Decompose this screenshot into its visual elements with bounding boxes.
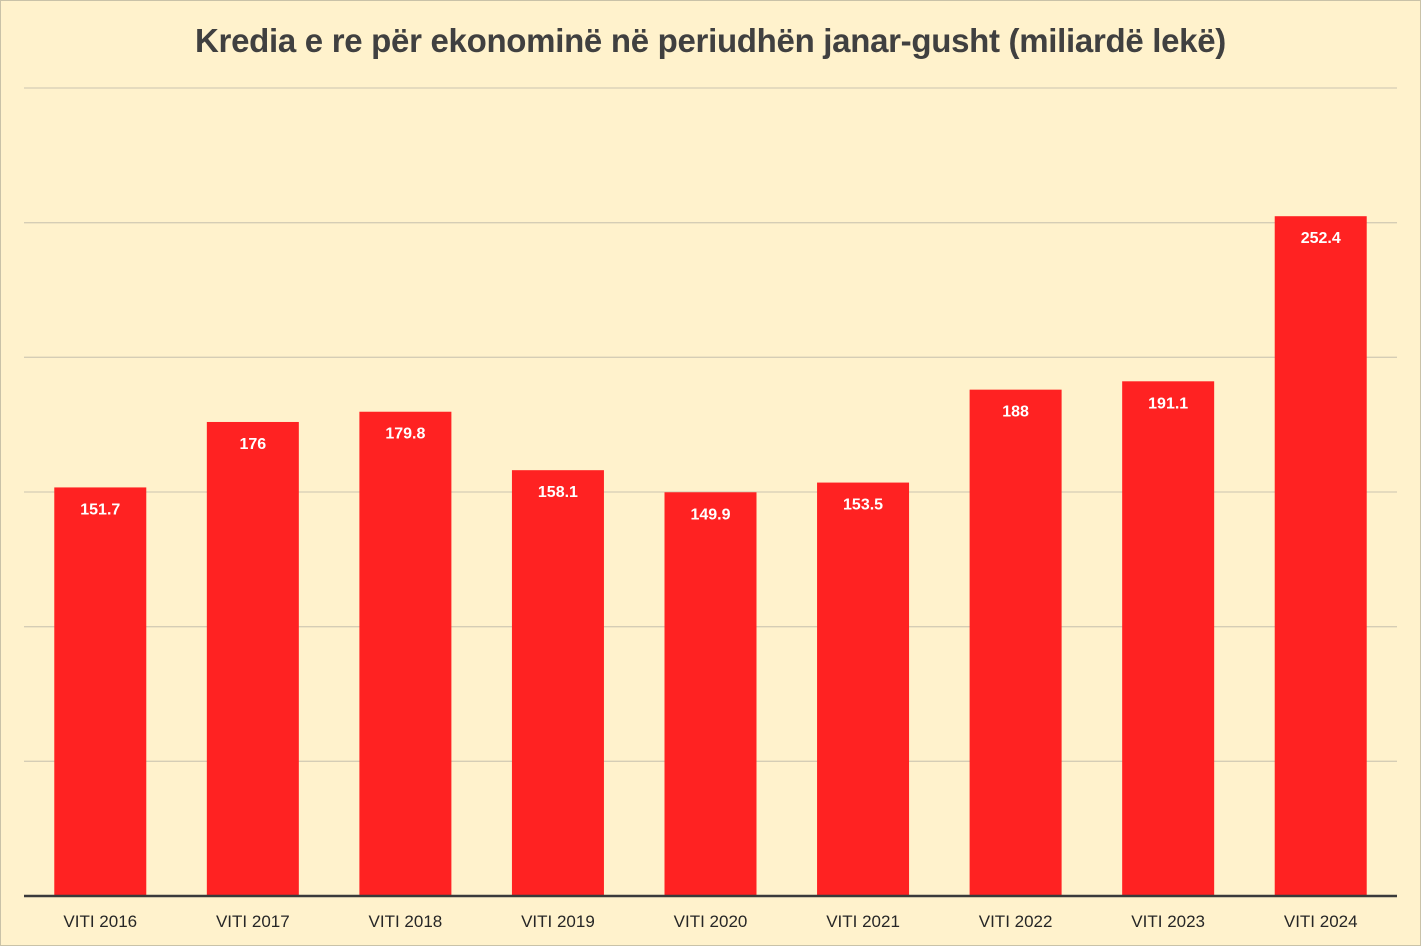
x-tick-label: VITI 2017 bbox=[216, 912, 290, 931]
x-tick-labels: VITI 2016 VITI 2017 VITI 2018 VITI 2019 VITI… bbox=[63, 912, 1357, 931]
data-label: 151.7 bbox=[80, 501, 120, 518]
chart-title: Kredia e re për ekonominë në periudhën j… bbox=[195, 22, 1226, 59]
bar-viti-2020 bbox=[664, 492, 757, 896]
data-label: 179.8 bbox=[385, 426, 425, 443]
bar-viti-2017 bbox=[206, 421, 299, 896]
data-label: 153.5 bbox=[843, 497, 883, 514]
data-label: 252.4 bbox=[1301, 230, 1341, 247]
bar-viti-2021 bbox=[817, 482, 910, 896]
bar-viti-2024 bbox=[1274, 216, 1367, 897]
x-tick-label: VITI 2020 bbox=[674, 912, 748, 931]
bar-viti-2019 bbox=[511, 470, 604, 896]
data-label: 188 bbox=[1002, 404, 1029, 421]
x-tick-label: VITI 2021 bbox=[826, 912, 900, 931]
bar-viti-2016 bbox=[54, 487, 147, 896]
x-tick-label: VITI 2022 bbox=[979, 912, 1053, 931]
x-tick-label: VITI 2019 bbox=[521, 912, 595, 931]
data-label: 149.9 bbox=[690, 506, 730, 523]
x-tick-label: VITI 2016 bbox=[63, 912, 137, 931]
bar-viti-2023 bbox=[1122, 381, 1215, 897]
bar-viti-2022 bbox=[969, 389, 1062, 896]
bars bbox=[54, 216, 1367, 897]
data-label: 158.1 bbox=[538, 484, 578, 501]
x-tick-label: VITI 2018 bbox=[369, 912, 443, 931]
data-label: 191.1 bbox=[1148, 395, 1188, 412]
data-labels: 151.7 176 179.8 158.1 149.9 153.5 188 191.1 252.… bbox=[80, 230, 1341, 523]
data-label: 176 bbox=[239, 436, 266, 453]
x-tick-label: VITI 2023 bbox=[1131, 912, 1205, 931]
bar-viti-2018 bbox=[359, 411, 452, 896]
x-tick-label: VITI 2024 bbox=[1284, 912, 1358, 931]
